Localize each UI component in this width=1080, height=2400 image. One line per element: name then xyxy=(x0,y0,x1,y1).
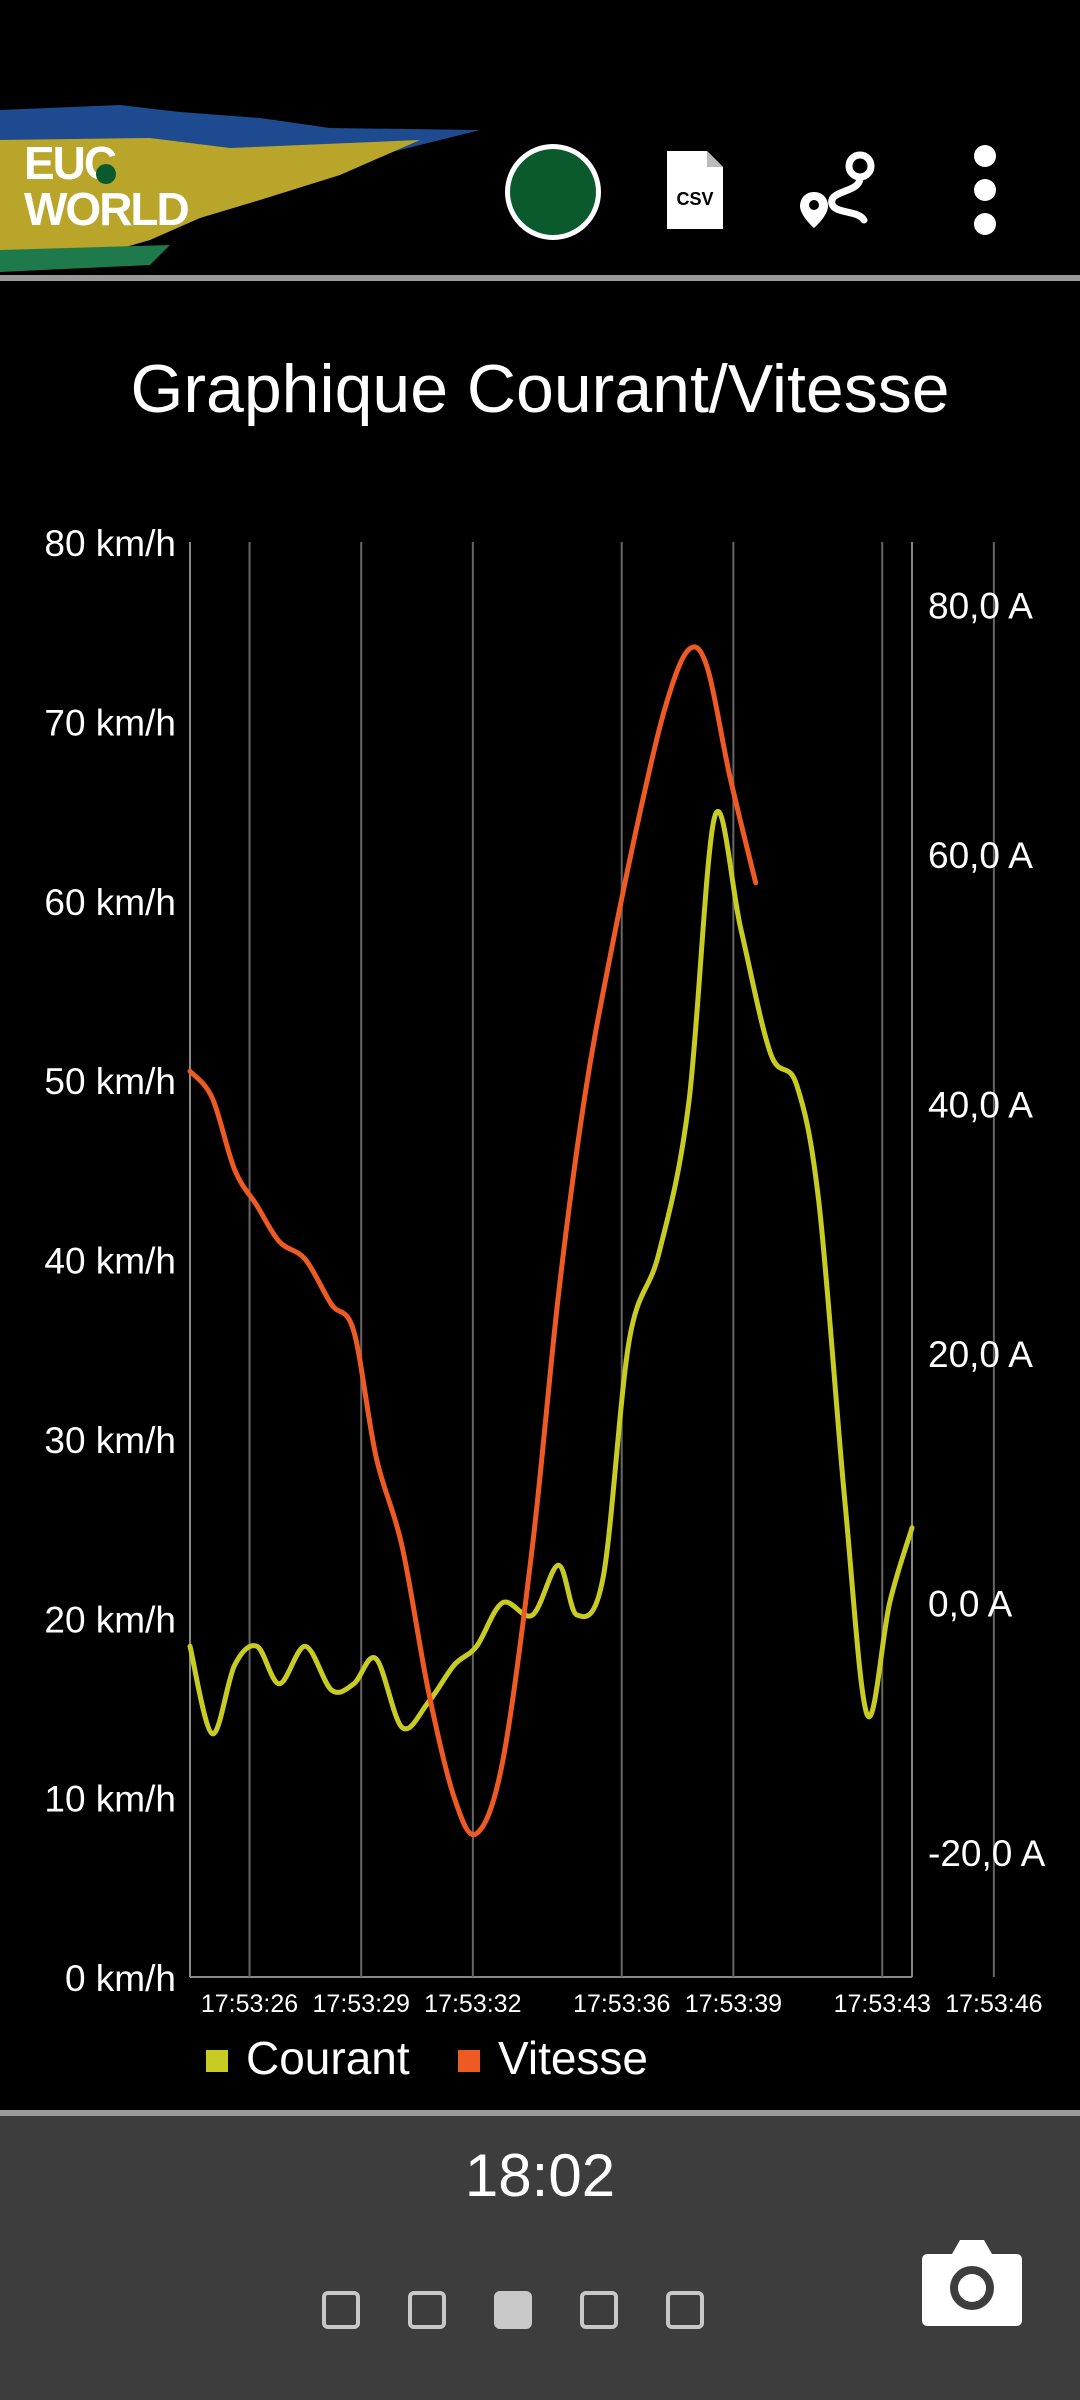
footer-divider xyxy=(0,2110,1080,2116)
logo-text: EUC WORLD xyxy=(24,140,190,235)
right-tick-label: 20,0 A xyxy=(928,1334,1033,1375)
csv-export-button[interactable]: CSV xyxy=(650,140,740,240)
left-tick-label: 40 km/h xyxy=(44,1241,176,1282)
screenshot-button[interactable] xyxy=(920,2236,1024,2326)
chart-title: Graphique Courant/Vitesse xyxy=(130,351,950,427)
left-tick-label: 20 km/h xyxy=(44,1599,176,1640)
series-line-vitesse xyxy=(187,644,759,1838)
legend-label: Courant xyxy=(246,2032,410,2084)
csv-file-icon: CSV xyxy=(667,151,723,229)
x-axis-ticks: 17:53:26 17:53:29 17:53:32 17:53:36 17:53:39… xyxy=(201,1990,1043,2018)
x-tick-label: 17:53:36 xyxy=(573,1990,670,2018)
left-tick-label: 80 km/h xyxy=(44,523,176,564)
bottom-panel: 18:02 xyxy=(0,2116,1080,2400)
current-speed-chart: 0 km/h 10 km/h 20 km/h 30 km/h 40 km/h 50 km/… xyxy=(44,523,1046,2084)
right-tick-label: 60,0 A xyxy=(928,835,1033,876)
x-tick-label: 17:53:26 xyxy=(201,1990,298,2018)
logo-dot xyxy=(96,164,116,184)
euc-world-logo: EUC WORLD xyxy=(0,100,500,280)
legend-swatch xyxy=(206,2050,228,2072)
csv-label: CSV xyxy=(676,189,713,209)
left-tick-label: 50 km/h xyxy=(44,1061,176,1102)
right-tick-label: -20,0 A xyxy=(928,1833,1046,1874)
right-tick-label: 40,0 A xyxy=(928,1085,1033,1126)
route-button[interactable] xyxy=(795,140,885,240)
page-dot-2[interactable] xyxy=(408,2291,446,2329)
more-options-button[interactable] xyxy=(940,140,1030,240)
route-icon xyxy=(800,151,875,228)
connection-status-icon[interactable] xyxy=(505,144,601,240)
chart-series xyxy=(187,644,915,1838)
header-divider xyxy=(0,275,1080,281)
top-app-bar: EUC WORLD CSV xyxy=(0,0,1080,282)
logo-line-world: WORLD xyxy=(24,183,190,235)
x-tick-label: 17:53:29 xyxy=(313,1990,410,2018)
page-dot-5[interactable] xyxy=(666,2291,704,2329)
left-tick-label: 60 km/h xyxy=(44,882,176,923)
left-tick-label: 30 km/h xyxy=(44,1420,176,1461)
chart-grid xyxy=(189,542,995,1978)
x-tick-label: 17:53:39 xyxy=(685,1990,782,2018)
clock-time: 18:02 xyxy=(464,2142,616,2209)
camera-icon xyxy=(922,2240,1022,2326)
x-tick-label: 17:53:46 xyxy=(945,1990,1042,2018)
legend-swatch xyxy=(458,2050,480,2072)
x-tick-label: 17:53:32 xyxy=(424,1990,521,2018)
page-dot-1[interactable] xyxy=(322,2291,360,2329)
left-axis-ticks: 0 km/h 10 km/h 20 km/h 30 km/h 40 km/h 50 km/… xyxy=(44,523,176,1999)
right-tick-label: 0,0 A xyxy=(928,1584,1013,1625)
page-dot-4[interactable] xyxy=(580,2291,618,2329)
right-axis-ticks: -20,0 A 0,0 A 20,0 A 40,0 A 60,0 A 80,0 A xyxy=(928,585,1046,1874)
x-tick-label: 17:53:43 xyxy=(834,1990,931,2018)
left-tick-label: 70 km/h xyxy=(44,702,176,743)
left-tick-label: 0 km/h xyxy=(65,1958,176,1999)
left-tick-label: 10 km/h xyxy=(44,1779,176,1820)
legend-label: Vitesse xyxy=(498,2032,648,2084)
chart-legend: Courant Vitesse xyxy=(206,2032,648,2084)
right-tick-label: 80,0 A xyxy=(928,585,1033,626)
more-vert-icon xyxy=(974,145,996,235)
series-line-courant xyxy=(187,808,915,1737)
page-indicator xyxy=(322,2291,704,2329)
page-dot-3[interactable] xyxy=(494,2291,532,2329)
